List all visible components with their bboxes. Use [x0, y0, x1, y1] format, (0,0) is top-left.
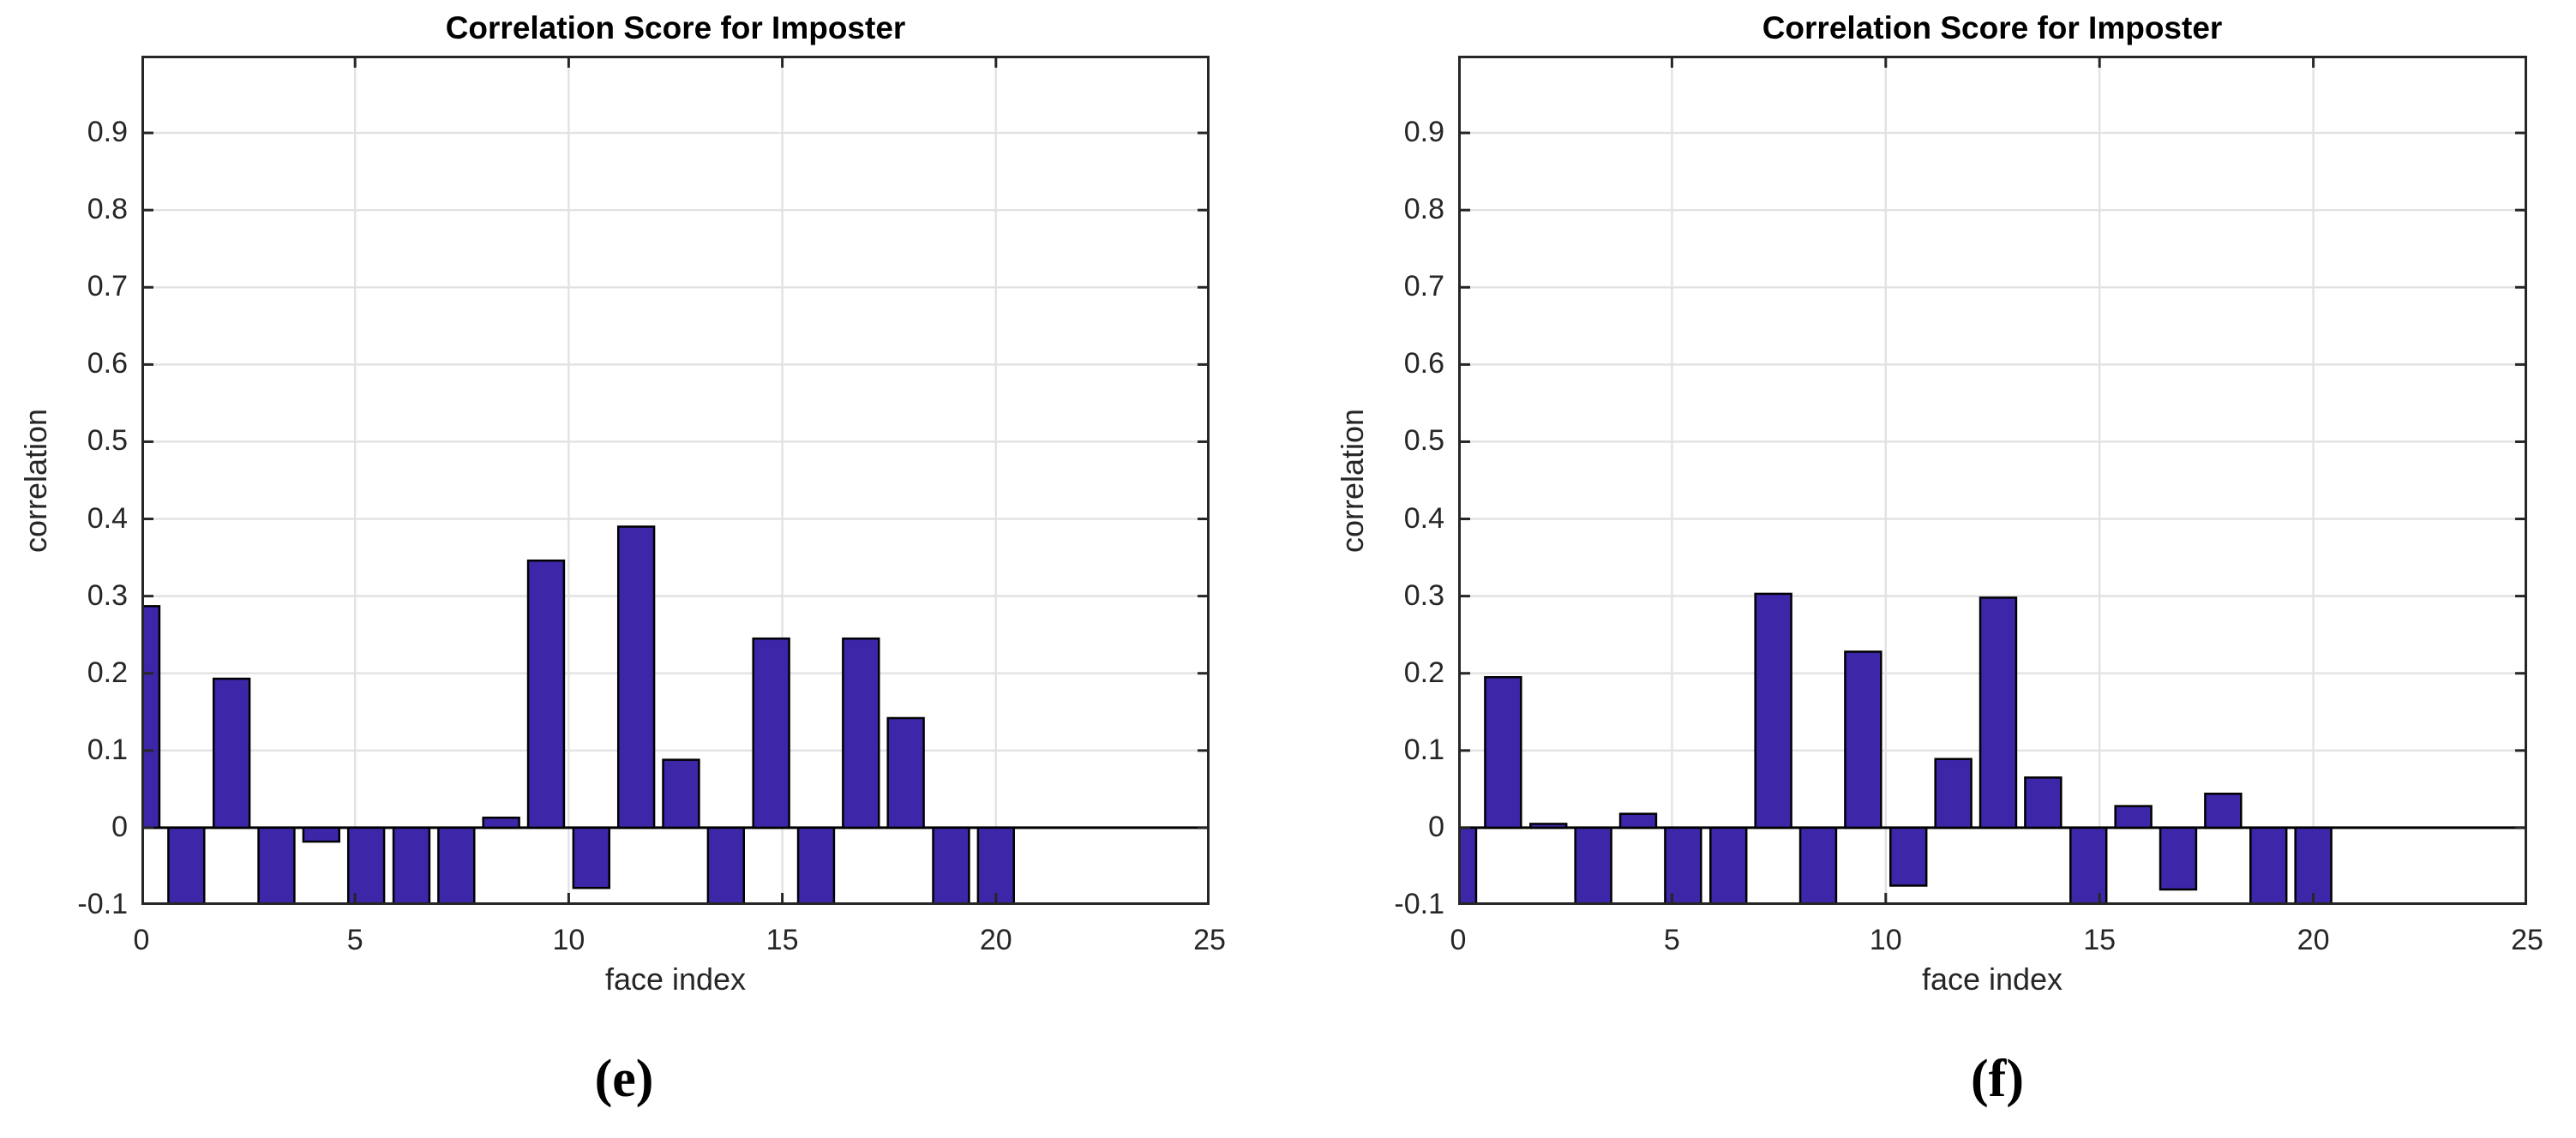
y-tick-label: 0.3	[87, 578, 128, 612]
y-tick-label: 0.1	[1403, 733, 1444, 766]
bar	[392, 826, 431, 905]
y-tick-label: 0.5	[1403, 424, 1444, 458]
x-tick-label: 10	[552, 924, 585, 956]
y-tick-label: 0.4	[1403, 501, 1444, 535]
bar	[2294, 826, 2333, 905]
y-tick-label: 0.8	[1403, 193, 1444, 226]
plot-border	[1458, 56, 2527, 905]
x-tick-label: 25	[2511, 924, 2543, 956]
y-tick-label: 0.7	[1403, 270, 1444, 303]
bar	[2249, 826, 2288, 905]
y-tick-label: -0.1	[77, 888, 128, 920]
y-tick-label: 0	[111, 810, 128, 843]
x-tick-label: 25	[1193, 924, 1226, 956]
chart-title-e: Correlation Score for Imposter	[445, 10, 906, 45]
plot-area-f	[1458, 56, 2527, 905]
bar	[796, 826, 836, 905]
bar	[2114, 805, 2153, 830]
bar	[2024, 776, 2063, 830]
y-tick-label: 0.7	[87, 270, 128, 303]
x-tick-label: 15	[2083, 924, 2117, 956]
y-tick-label: 0.3	[1403, 578, 1444, 612]
bar	[257, 826, 296, 905]
bar	[572, 826, 610, 889]
bar	[2204, 793, 2243, 830]
panel-label-e: (e)	[594, 1050, 654, 1108]
x-axis-label-f: face index	[1921, 961, 2063, 997]
y-tick-label: 0.6	[87, 347, 128, 380]
y-tick-label: 0.2	[87, 656, 128, 689]
bar	[886, 716, 925, 830]
bar	[1844, 650, 1882, 830]
panel-label-f: (f)	[1971, 1050, 2024, 1108]
bar	[141, 605, 161, 830]
bar	[1484, 675, 1522, 830]
x-tick-label: 5	[1663, 924, 1680, 956]
bar	[167, 826, 206, 905]
bar	[1934, 758, 1973, 830]
bar	[1979, 596, 2018, 830]
bar	[1889, 826, 1928, 887]
y-tick-label: 0.6	[1403, 347, 1444, 380]
bar	[2159, 826, 2198, 891]
y-tick-label: 0.5	[87, 424, 128, 458]
bar	[302, 826, 341, 843]
bar	[1618, 812, 1658, 830]
x-tick-label: 15	[766, 924, 799, 956]
bar	[976, 826, 1015, 905]
bar	[1798, 826, 1838, 905]
plot-area-e	[141, 56, 1210, 905]
bar	[1709, 826, 1748, 905]
x-tick-label: 20	[2297, 924, 2330, 956]
bar	[346, 826, 386, 905]
bar	[842, 637, 880, 830]
bar	[1664, 826, 1702, 905]
bar	[2069, 826, 2108, 905]
x-axis-label-e: face index	[604, 961, 747, 997]
x-tick-label: 0	[133, 924, 150, 956]
x-tick-label: 5	[346, 924, 363, 956]
bar	[437, 826, 476, 905]
bar	[662, 758, 700, 830]
x-tick-label: 10	[1869, 924, 1902, 956]
bar	[932, 826, 970, 905]
y-tick-label: -0.1	[1394, 888, 1444, 920]
bar	[526, 559, 566, 830]
bar	[212, 677, 251, 830]
chart-title-f: Correlation Score for Imposter	[1762, 10, 2223, 45]
y-tick-label: 0.1	[87, 733, 128, 766]
bar	[1458, 826, 1478, 905]
bar	[616, 525, 656, 830]
x-tick-label: 20	[979, 924, 1012, 956]
y-tick-label: 0	[1428, 810, 1444, 843]
plot-border	[141, 56, 1210, 905]
x-tick-label: 0	[1450, 924, 1467, 956]
bar	[482, 816, 520, 830]
y-tick-label: 0.8	[87, 193, 128, 226]
y-tick-label: 0.9	[87, 116, 128, 149]
y-tick-label: 0.9	[1403, 116, 1444, 149]
bar	[1529, 823, 1568, 830]
bar	[706, 826, 745, 905]
bar	[752, 637, 790, 830]
y-tick-label: 0.4	[87, 501, 128, 535]
bar	[1754, 592, 1792, 830]
y-tick-label: 0.2	[1403, 656, 1444, 689]
bar	[1574, 826, 1612, 905]
